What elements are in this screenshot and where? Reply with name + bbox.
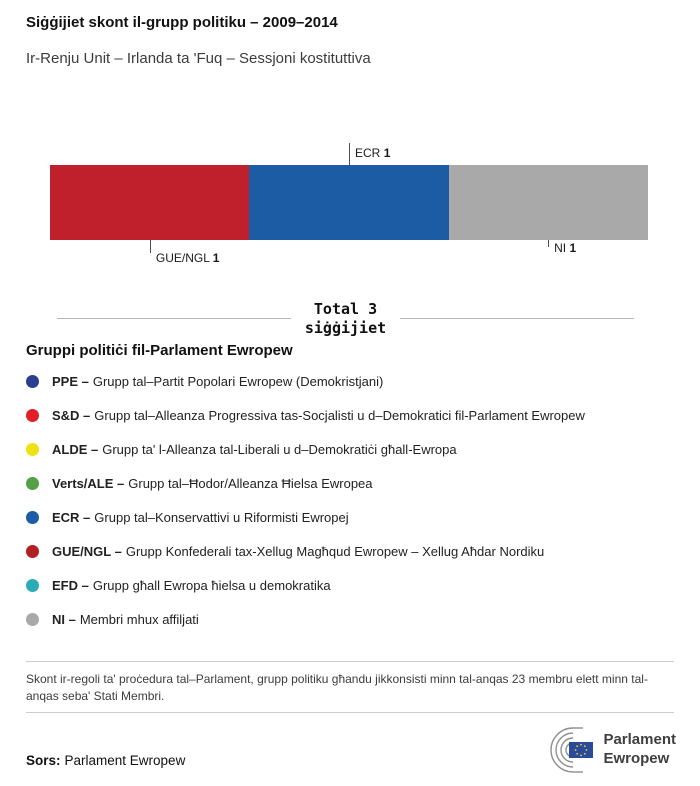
divider-above-footnote: [26, 661, 674, 662]
legend-item-ecr: ECR – Grupp tal–Konservattivi u Riformist…: [26, 500, 674, 534]
logo-wordmark: Parlament Ewropew: [603, 731, 676, 769]
group-color-dot: [26, 544, 39, 558]
group-desc: Grupp tal–Ħodor/Alleanza Ħielsa Ewropea: [128, 475, 373, 491]
group-abbr: ECR –: [52, 509, 91, 525]
divider-below-footnote: [26, 712, 674, 713]
group-color-dot: [26, 510, 39, 524]
group-desc: Grupp għall Ewropa ħielsa u demokratika: [92, 577, 331, 593]
group-abbr: EFD –: [52, 577, 89, 593]
legend-heading: Gruppi politiċi fil-Parlament Ewropew: [26, 342, 293, 359]
logo-line-2: Ewropew: [603, 750, 670, 767]
legend-item-verts-ale: Verts/ALE – Grupp tal–Ħodor/Alleanza Ħiel…: [26, 466, 674, 500]
group-color-dot: [26, 612, 39, 626]
total-seats-divider: Total 3 siġġijiet: [57, 300, 634, 338]
group-abbr: NI –: [52, 611, 76, 627]
group-color-dot: [26, 578, 39, 592]
political-groups-legend: PPE – Grupp tal–Partit Popolari Ewropew (…: [26, 364, 674, 636]
ecr-callout-tick: [349, 143, 350, 165]
group-desc: Grupp tal–Konservattivi u Riformisti Ewr…: [94, 509, 349, 525]
ecr-seat-count: 1: [383, 146, 391, 160]
group-color-dot: [26, 442, 39, 456]
seats-stacked-bar-chart: ECR 1 GUE/NGL 1 NI 1: [50, 143, 648, 265]
legend-item-efd: EFD – Grupp għall Ewropa ħielsa u demokra…: [26, 568, 674, 602]
gue-ngl-callout-label: GUE/NGL 1: [156, 251, 220, 265]
ni-callout-tick: [548, 240, 550, 247]
bar-segment-gue-ngl: [50, 165, 250, 240]
group-desc: Grupp tal–Alleanza Progressiva tas-Socja…: [94, 407, 585, 423]
group-desc: Grupp Konfederali tax-Xellug Magħqud Ewr…: [125, 543, 545, 559]
divider-line-right: [400, 318, 634, 320]
ecr-callout-label: ECR 1: [355, 146, 390, 160]
legend-item-ni: NI – Membri mhux affiljati: [26, 602, 674, 636]
group-desc: Membri mhux affiljati: [79, 611, 199, 627]
page-title: Siġġijiet skont il-grupp politiku – 2009…: [26, 14, 338, 31]
bar-segment-ni: [448, 165, 648, 240]
group-color-dot: [26, 408, 39, 422]
legend-item-ppe: PPE – Grupp tal–Partit Popolari Ewropew (…: [26, 364, 674, 398]
ni-group-name: NI: [554, 241, 567, 255]
group-abbr: GUE/NGL –: [52, 543, 122, 559]
source-line: Sors: Parlament Ewropew: [26, 753, 185, 768]
group-color-dot: [26, 374, 39, 388]
source-value: Parlament Ewropew: [64, 753, 186, 768]
gue-ngl-callout-tick: [149, 240, 151, 253]
eu-flag: [569, 742, 594, 758]
divider-line-left: [57, 318, 291, 320]
group-desc: Grupp ta' l-Alleanza tal-Liberali u d–De…: [102, 441, 457, 457]
logo-line-1: Parlament: [603, 731, 676, 749]
ni-callout-label: NI 1: [554, 241, 576, 255]
gue-ngl-seat-count: 1: [212, 251, 220, 265]
rules-footnote: Skont ir-regoli ta' proċedura tal–Parlam…: [26, 672, 648, 704]
legend-item-gue-ngl: GUE/NGL – Grupp Konfederali tax-Xellug Ma…: [26, 534, 674, 568]
group-color-dot: [26, 476, 39, 490]
group-abbr: Verts/ALE –: [52, 475, 125, 491]
source-label: Sors:: [26, 753, 61, 768]
parliament-hemicycle-icon: [550, 727, 594, 773]
ecr-group-name: ECR: [355, 146, 381, 160]
legend-item-sd: S&D – Grupp tal–Alleanza Progressiva tas-…: [26, 398, 674, 432]
group-abbr: ALDE –: [52, 441, 99, 457]
european-parliament-logo: Parlament Ewropew: [533, 727, 676, 773]
gue-ngl-group-name: GUE/NGL: [155, 251, 210, 265]
legend-item-alde: ALDE – Grupp ta' l-Alleanza tal-Liberali …: [26, 432, 674, 466]
stacked-bar: [50, 165, 648, 240]
total-seats-label: Total 3 siġġijiet: [304, 300, 387, 337]
page-subtitle: Ir-Renju Unit – Irlanda ta 'Fuq – Sessjo…: [26, 50, 371, 67]
group-desc: Grupp tal–Partit Popolari Ewropew (Demok…: [92, 373, 384, 389]
bar-segment-ecr: [249, 165, 449, 240]
ni-seat-count: 1: [569, 241, 577, 255]
group-abbr: S&D –: [52, 407, 91, 423]
group-abbr: PPE –: [52, 373, 89, 389]
